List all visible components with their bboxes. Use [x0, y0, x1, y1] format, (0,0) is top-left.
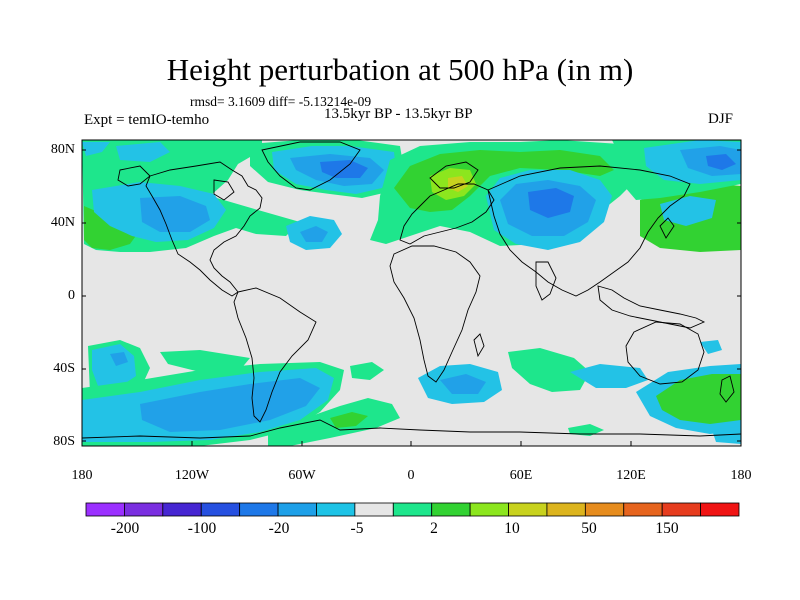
colorbar-box [584, 502, 625, 517]
contour-region [700, 340, 722, 354]
colorbar [85, 502, 740, 517]
coastline-japan [659, 217, 675, 239]
colorbar-box [85, 502, 125, 517]
colorbar-box [469, 502, 509, 517]
lon-label: 120W [174, 468, 210, 483]
experiment-label: Expt = temIO-temho [84, 112, 210, 128]
contour-region [84, 206, 140, 250]
coastline-alaska [117, 165, 151, 187]
coastline-greenland [261, 141, 361, 191]
coastline-new-zealand [719, 375, 735, 403]
lat-label: 40S [53, 361, 75, 376]
lon-label: 0 [407, 468, 415, 483]
contour-region [300, 226, 328, 242]
coastline-india [535, 261, 557, 301]
colorbar-label: -200 [110, 520, 140, 537]
lon-label: 180 [71, 468, 93, 483]
colorbar-box [239, 502, 279, 517]
contour-region [110, 352, 128, 366]
coastline-madagascar [473, 333, 485, 358]
coastline-hudson-bay [213, 179, 235, 201]
map-title: Height perturbation at 500 hPa (in m) [166, 52, 634, 87]
colorbar-box [623, 502, 663, 517]
contour-region [508, 348, 590, 392]
contour-region [440, 374, 486, 394]
colorbar-label: -100 [187, 520, 217, 537]
colorbar-box [162, 502, 202, 517]
colorbar-box [124, 502, 164, 517]
coastline-africa [389, 245, 481, 383]
axis-ticks [81, 149, 742, 446]
colorbar-label: 2 [430, 520, 438, 537]
coastline-asia [487, 165, 691, 297]
colorbar-box [277, 502, 317, 517]
lon-label: 120E [616, 468, 646, 483]
season-label: DJF [708, 111, 734, 127]
colorbar-label: 50 [581, 520, 597, 537]
coastline-antarctica [82, 419, 741, 439]
colorbar-box [354, 502, 394, 517]
period-label: 13.5kyr BP - 13.5kyr BP [324, 106, 473, 122]
contour-region [568, 424, 604, 436]
coastline-north-america [145, 161, 263, 297]
contour-region [160, 350, 250, 372]
colorbar-box [200, 502, 241, 517]
colorbar-label: -20 [268, 520, 290, 537]
coastline-scandinavia [429, 161, 479, 189]
contour-region [528, 188, 574, 218]
colorbar-box [700, 502, 740, 517]
lat-label: 40N [50, 215, 75, 230]
contour-region [656, 374, 741, 424]
lat-label: 80N [50, 142, 75, 157]
contour-region [706, 154, 736, 170]
contour-region [140, 378, 320, 432]
coastline-south-america [233, 287, 317, 423]
lon-label: 180 [730, 468, 752, 483]
stats-line: rmsd= 3.1609 diff= -5.13214e-09 [190, 94, 372, 109]
contour-region [330, 412, 368, 428]
colorbar-box [392, 502, 433, 517]
coastline-australia [625, 321, 705, 385]
coastlines [82, 141, 741, 439]
lon-label: 60W [288, 468, 316, 483]
colorbar-box [316, 502, 356, 517]
lon-label: 60E [509, 468, 533, 483]
coastline-southeast-asia [597, 285, 706, 329]
contour-region [570, 364, 648, 388]
colorbar-label: -5 [350, 520, 364, 537]
colorbar-box [661, 502, 701, 517]
colorbar-label: 10 [504, 520, 520, 537]
lat-label: 80S [53, 434, 75, 449]
colorbar-box [546, 502, 586, 517]
colorbar-label: 150 [655, 520, 679, 537]
contour-region [116, 142, 170, 162]
colorbar-box [431, 502, 471, 517]
lat-label: 0 [68, 288, 75, 303]
contour-region [350, 362, 384, 380]
contour-region [82, 142, 110, 156]
colorbar-box [508, 502, 548, 517]
